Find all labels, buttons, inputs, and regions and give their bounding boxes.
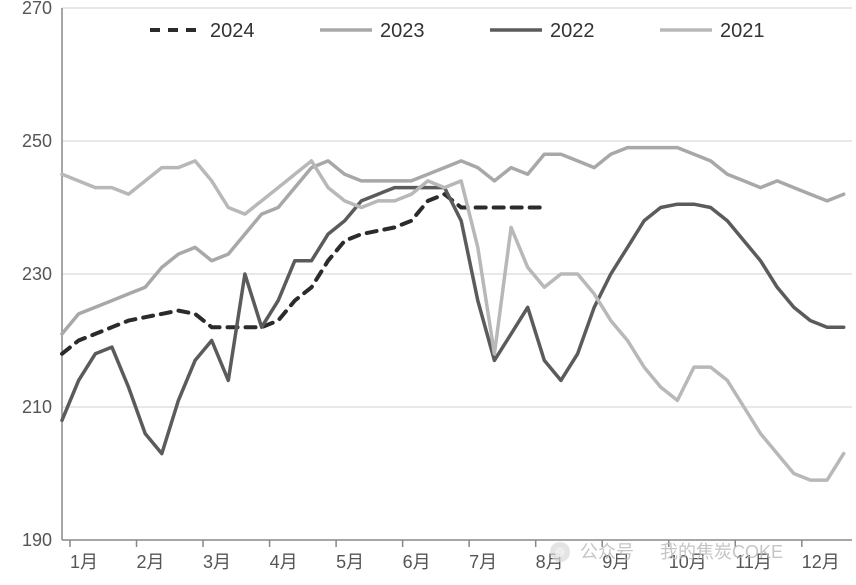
x-tick-label: 12月 bbox=[802, 552, 840, 572]
y-tick-label: 190 bbox=[22, 530, 52, 550]
x-tick-label: 6月 bbox=[403, 552, 431, 572]
line-chart: 1902102302502701月2月3月4月5月6月7月8月9月10月11月1… bbox=[0, 0, 856, 585]
x-tick-label: 4月 bbox=[270, 552, 298, 572]
chart-svg: 1902102302502701月2月3月4月5月6月7月8月9月10月11月1… bbox=[0, 0, 856, 585]
legend-label: 2022 bbox=[550, 20, 595, 42]
svg-text:我的焦炭COKE: 我的焦炭COKE bbox=[660, 542, 783, 562]
svg-text:公众号: 公众号 bbox=[580, 542, 634, 562]
legend-label: 2023 bbox=[380, 20, 425, 42]
legend-label: 2021 bbox=[720, 20, 765, 42]
series-2022 bbox=[62, 188, 844, 454]
y-tick-label: 230 bbox=[22, 264, 52, 284]
y-tick-label: 270 bbox=[22, 0, 52, 18]
x-tick-label: 3月 bbox=[203, 552, 231, 572]
x-tick-label: 1月 bbox=[70, 552, 98, 572]
x-tick-label: 2月 bbox=[137, 552, 165, 572]
y-tick-label: 250 bbox=[22, 131, 52, 151]
series-2021 bbox=[62, 161, 844, 480]
watermark: 公众号 我的焦炭COKE bbox=[550, 542, 783, 562]
x-tick-label: 5月 bbox=[336, 552, 364, 572]
x-tick-label: 7月 bbox=[469, 552, 497, 572]
series-2023 bbox=[62, 148, 844, 334]
legend-label: 2024 bbox=[210, 20, 255, 42]
y-tick-label: 210 bbox=[22, 397, 52, 417]
